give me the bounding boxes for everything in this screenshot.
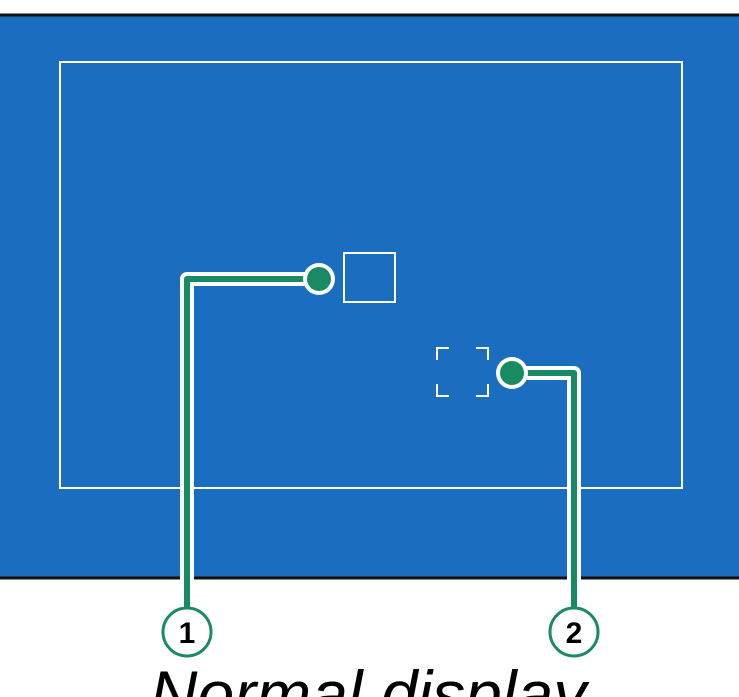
display-area-outline [59, 61, 683, 489]
callout-number-2: 2 [566, 617, 583, 650]
callout-badge-1: 1 [161, 606, 213, 658]
focus-area-brackets [436, 347, 489, 397]
focus-frame [343, 252, 396, 303]
callout-badge-2: 2 [548, 606, 600, 658]
screen-area [0, 15, 739, 578]
leader-line-2 [496, 357, 581, 607]
callout-number-1: 1 [179, 617, 196, 650]
caption-text: Normal display [150, 657, 590, 697]
leader-line-1 [180, 263, 335, 607]
